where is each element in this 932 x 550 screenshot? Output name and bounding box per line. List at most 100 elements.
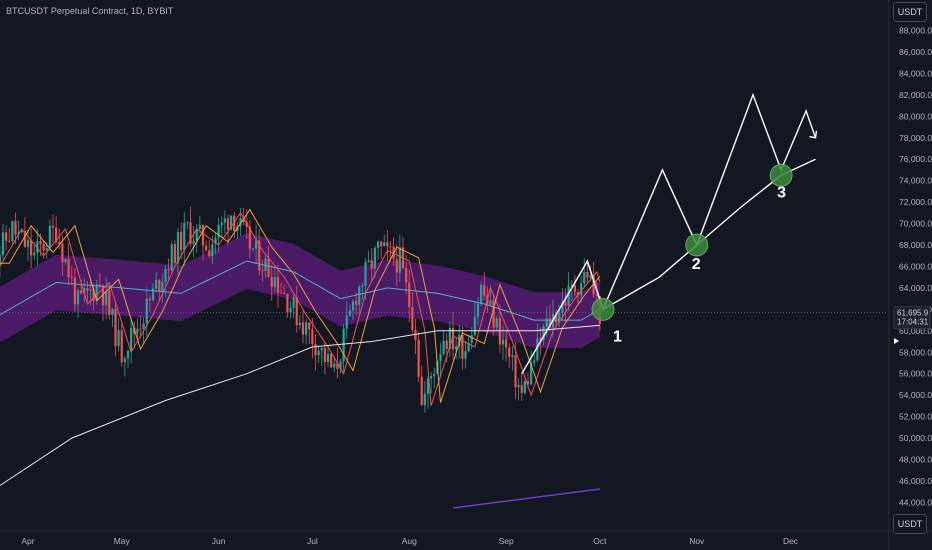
candle-body	[301, 322, 305, 335]
candle-body	[273, 277, 276, 288]
candle-body	[461, 334, 464, 359]
candle-body	[473, 316, 476, 336]
candle-body	[583, 271, 586, 284]
candle-body	[576, 292, 580, 296]
candle-body	[30, 240, 33, 256]
candle-body	[58, 241, 61, 244]
candle-body	[355, 301, 358, 305]
candle-body	[558, 312, 561, 323]
candle-body	[101, 285, 105, 306]
candle-body	[567, 285, 570, 306]
candle-body	[305, 322, 308, 335]
candle-body	[173, 244, 176, 264]
candle-body	[151, 288, 155, 301]
candle-body	[39, 241, 42, 245]
candle-body	[230, 215, 233, 230]
candle-body	[561, 301, 564, 313]
candle-body	[501, 339, 505, 345]
candle-body	[155, 280, 158, 289]
candle-body	[242, 217, 245, 223]
candle-body	[208, 250, 211, 257]
candle-body	[426, 378, 430, 394]
candle-body	[526, 381, 530, 385]
candle-body	[36, 241, 39, 253]
candle-body	[145, 298, 148, 324]
candle-body	[14, 221, 17, 235]
candle-body	[255, 240, 258, 249]
x-tick-label: Apr	[21, 536, 34, 546]
candle-body	[342, 328, 345, 362]
last-price-value: 61,695.9	[897, 309, 929, 318]
candle-body	[148, 298, 151, 301]
candle-body	[251, 248, 255, 250]
candle-body	[105, 290, 108, 306]
x-tick-label: Sep	[499, 536, 514, 546]
candle-body	[176, 231, 180, 264]
candle-body	[23, 230, 26, 247]
candle-body	[395, 259, 398, 273]
candle-body	[139, 328, 142, 330]
volatility-band	[0, 233, 600, 348]
candle-body	[89, 289, 92, 291]
candle-body	[80, 290, 83, 294]
candle-body	[0, 254, 1, 265]
candle-body	[548, 318, 551, 328]
candle-body	[261, 270, 264, 272]
y-tick-label: 48,000.0	[899, 455, 932, 465]
candle-body	[370, 260, 373, 269]
y-tick-label: 66,000.0	[899, 261, 932, 271]
candle-body	[95, 284, 98, 301]
candle-body	[345, 315, 348, 329]
candle-body	[211, 244, 214, 257]
candle-body	[214, 237, 217, 245]
candle-body	[308, 322, 311, 330]
candle-body	[595, 294, 598, 296]
candle-body	[323, 347, 326, 363]
signal-circle	[769, 163, 793, 187]
candle-body	[517, 384, 520, 388]
candle-body	[292, 297, 295, 308]
symbol-title: BTCUSDT Perpetual Contract, 1D, BYBIT	[6, 6, 174, 16]
candle-body	[317, 350, 320, 356]
x-tick-label: Jun	[212, 536, 226, 546]
candle-body	[164, 269, 167, 282]
countdown-timer: 17:04:31	[897, 318, 929, 327]
currency-selector-bottom[interactable]: USDT	[893, 514, 927, 534]
currency-selector-top[interactable]: USDT	[893, 2, 927, 22]
candle-body	[545, 318, 548, 327]
candle-body	[514, 355, 517, 388]
y-tick-label: 56,000.0	[899, 369, 932, 379]
candle-body	[142, 323, 145, 330]
candle-body	[433, 373, 436, 376]
candle-body	[11, 221, 14, 242]
candle-body	[480, 284, 483, 304]
candle-body	[320, 347, 323, 351]
y-tick-label: 44,000.0	[899, 497, 932, 507]
candle-body	[258, 240, 261, 271]
candle-body	[498, 318, 501, 345]
candle-body	[448, 327, 451, 349]
candle-body	[380, 241, 383, 247]
candle-body	[270, 277, 273, 288]
x-tick-label: May	[114, 536, 131, 546]
candle-body	[464, 351, 467, 359]
candle-body	[111, 308, 114, 315]
candle-body	[98, 284, 101, 286]
candle-body	[580, 283, 583, 296]
candle-body	[495, 318, 498, 328]
candle-body	[455, 346, 458, 350]
candle-body	[205, 245, 208, 251]
candle-body	[161, 281, 164, 292]
candle-body	[295, 297, 298, 326]
candle-body	[542, 326, 545, 341]
candle-body	[226, 218, 230, 230]
candle-body	[217, 225, 220, 238]
candle-body	[133, 327, 136, 334]
candle-body	[367, 260, 370, 263]
candle-body	[67, 258, 70, 278]
candle-body	[430, 375, 433, 379]
candle-body	[442, 340, 445, 354]
projection-marker-label: 2	[692, 256, 701, 273]
